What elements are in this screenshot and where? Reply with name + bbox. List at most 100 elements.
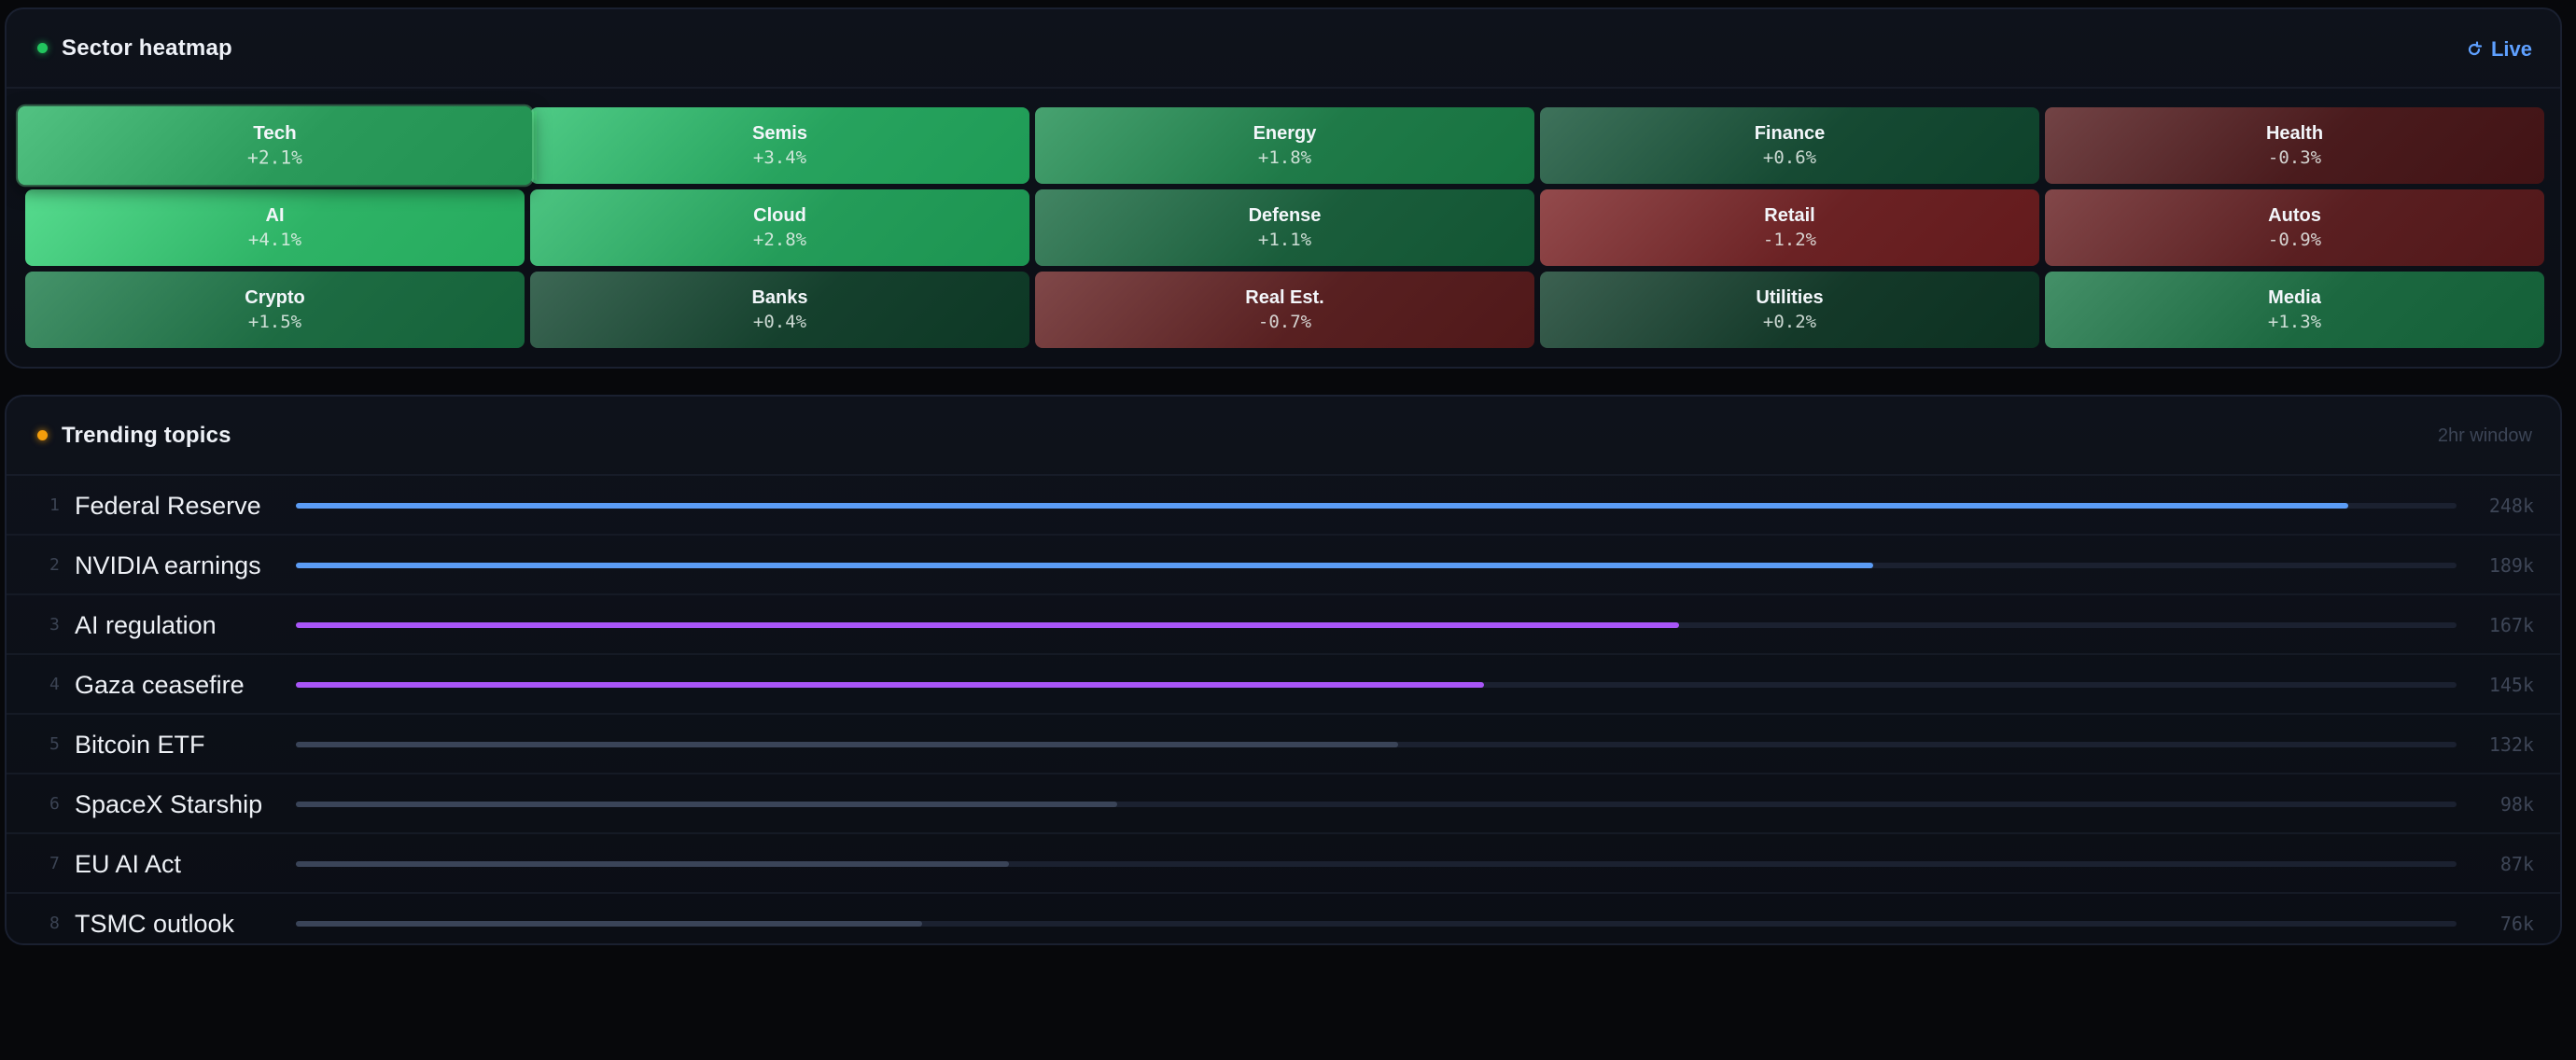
status-dot-icon bbox=[37, 43, 48, 53]
sector-tile-health[interactable]: Health -0.3% bbox=[2045, 107, 2544, 184]
topic-rank: 3 bbox=[49, 615, 60, 635]
time-window-label: 2hr window bbox=[2437, 425, 2532, 446]
sector-tile-banks[interactable]: Banks +0.4% bbox=[530, 272, 1029, 348]
topic-count: 98k bbox=[2499, 793, 2534, 816]
sector-change: +3.4% bbox=[752, 147, 807, 168]
sector-change: +0.2% bbox=[1762, 312, 1817, 332]
status-dot-icon bbox=[37, 430, 48, 440]
refresh-icon bbox=[2468, 40, 2483, 55]
topic-rank: 2 bbox=[49, 555, 60, 575]
sector-tile-semis[interactable]: Semis +3.4% bbox=[530, 107, 1029, 184]
topic-volume-fill bbox=[296, 861, 1009, 867]
topic-name: Gaza ceasefire bbox=[75, 671, 245, 699]
sector-heatmap-panel: Sector heatmap Live Tech +2.1% Semis +3.4% E… bbox=[5, 7, 2562, 369]
topic-count: 132k bbox=[2488, 733, 2534, 756]
sector-change: +0.4% bbox=[752, 312, 807, 332]
sector-tile-autos[interactable]: Autos -0.9% bbox=[2045, 189, 2544, 266]
sector-tile-defense[interactable]: Defense +1.1% bbox=[1035, 189, 1534, 266]
topic-row[interactable]: 4 Gaza ceasefire 145k bbox=[7, 655, 2560, 715]
topic-volume-bar bbox=[296, 802, 2457, 807]
sector-change: -0.3% bbox=[2267, 147, 2322, 168]
topic-volume-fill bbox=[296, 802, 1117, 807]
trending-header: Trending topics 2hr window bbox=[7, 397, 2560, 476]
sector-name: Semis bbox=[752, 123, 807, 144]
sector-name: Energy bbox=[1253, 123, 1317, 144]
topic-rank: 6 bbox=[49, 794, 60, 814]
topic-name: Bitcoin ETF bbox=[75, 731, 205, 759]
sector-change: +1.3% bbox=[2267, 312, 2322, 332]
sector-name: Retail bbox=[1764, 205, 1815, 226]
sector-tile-tech[interactable]: Tech +2.1% bbox=[15, 104, 535, 188]
live-label: Live bbox=[2490, 36, 2532, 61]
topic-row[interactable]: 3 AI regulation 167k bbox=[7, 595, 2560, 655]
sector-name: Health bbox=[2265, 123, 2324, 144]
topic-row[interactable]: 5 Bitcoin ETF 132k bbox=[7, 715, 2560, 774]
heatmap-header: Sector heatmap Live bbox=[7, 9, 2560, 89]
topic-volume-fill bbox=[296, 622, 1679, 628]
sector-name: Banks bbox=[751, 287, 808, 308]
topic-row[interactable]: 1 Federal Reserve 248k bbox=[7, 476, 2560, 536]
topic-row[interactable]: 8 TSMC outlook 76k bbox=[7, 894, 2560, 943]
sector-change: +1.8% bbox=[1257, 147, 1312, 168]
topic-row[interactable]: 7 EU AI Act 87k bbox=[7, 834, 2560, 894]
sector-tile-real-est[interactable]: Real Est. -0.7% bbox=[1035, 272, 1534, 348]
topic-list: 1 Federal Reserve 248k 2 NVIDIA earnings 189k… bbox=[7, 476, 2560, 943]
topic-count: 167k bbox=[2488, 614, 2534, 636]
topic-volume-bar bbox=[296, 861, 2457, 867]
sector-change: +2.1% bbox=[247, 147, 302, 169]
topic-volume-fill bbox=[296, 503, 2349, 509]
topic-name: Federal Reserve bbox=[75, 492, 261, 520]
sector-tile-cloud[interactable]: Cloud +2.8% bbox=[530, 189, 1029, 266]
sector-name: Finance bbox=[1754, 123, 1826, 144]
topic-volume-bar bbox=[296, 563, 2457, 568]
topic-row[interactable]: 2 NVIDIA earnings 189k bbox=[7, 536, 2560, 595]
topic-name: SpaceX Starship bbox=[75, 790, 263, 818]
topic-name: TSMC outlook bbox=[75, 910, 235, 938]
sector-name: Defense bbox=[1248, 205, 1322, 226]
topic-volume-bar bbox=[296, 682, 2457, 688]
sector-tile-energy[interactable]: Energy +1.8% bbox=[1035, 107, 1534, 184]
sector-tile-crypto[interactable]: Crypto +1.5% bbox=[25, 272, 525, 348]
topic-volume-bar bbox=[296, 503, 2457, 509]
sector-name: Utilities bbox=[1756, 287, 1824, 308]
sector-tile-finance[interactable]: Finance +0.6% bbox=[1540, 107, 2039, 184]
topic-volume-bar bbox=[296, 622, 2457, 628]
sector-name: Crypto bbox=[245, 287, 305, 308]
topic-count: 76k bbox=[2499, 913, 2534, 935]
sector-change: +1.5% bbox=[247, 312, 302, 332]
topic-count: 248k bbox=[2488, 495, 2534, 517]
topic-count: 87k bbox=[2499, 853, 2534, 875]
topic-row[interactable]: 6 SpaceX Starship 98k bbox=[7, 774, 2560, 834]
topic-count: 189k bbox=[2488, 554, 2534, 577]
sector-name: Cloud bbox=[753, 205, 806, 226]
topic-name: EU AI Act bbox=[75, 850, 182, 878]
live-button[interactable]: Live bbox=[2465, 37, 2532, 62]
sector-change: -1.2% bbox=[1762, 230, 1817, 250]
sector-name: Media bbox=[2268, 287, 2321, 308]
topic-volume-bar bbox=[296, 921, 2457, 927]
sector-tile-retail[interactable]: Retail -1.2% bbox=[1540, 189, 2039, 266]
topic-volume-fill bbox=[296, 921, 923, 927]
sector-tile-media[interactable]: Media +1.3% bbox=[2045, 272, 2544, 348]
sector-change: +0.6% bbox=[1762, 147, 1817, 168]
topic-name: NVIDIA earnings bbox=[75, 551, 261, 579]
sector-name: Tech bbox=[253, 122, 297, 144]
heatmap-title: Sector heatmap bbox=[62, 35, 232, 61]
sector-change: -0.9% bbox=[2267, 230, 2322, 250]
trending-topics-panel: Trending topics 2hr window 1 Federal Rese… bbox=[5, 395, 2562, 945]
sector-change: +1.1% bbox=[1257, 230, 1312, 250]
sector-name: Real Est. bbox=[1245, 287, 1324, 308]
sector-tile-ai[interactable]: AI +4.1% bbox=[25, 189, 525, 266]
topic-name: AI regulation bbox=[75, 611, 217, 639]
topic-count: 145k bbox=[2488, 674, 2534, 696]
topic-volume-fill bbox=[296, 682, 1485, 688]
topic-volume-fill bbox=[296, 742, 1398, 747]
topic-rank: 5 bbox=[49, 734, 60, 754]
sector-tile-utilities[interactable]: Utilities +0.2% bbox=[1540, 272, 2039, 348]
topic-rank: 8 bbox=[49, 914, 60, 933]
trending-title: Trending topics bbox=[62, 422, 231, 448]
heatmap-grid: Tech +2.1% Semis +3.4% Energy +1.8% Finance +0.… bbox=[15, 104, 2545, 348]
topic-rank: 7 bbox=[49, 854, 60, 873]
sector-name: Autos bbox=[2268, 205, 2321, 226]
topic-rank: 1 bbox=[49, 495, 60, 515]
